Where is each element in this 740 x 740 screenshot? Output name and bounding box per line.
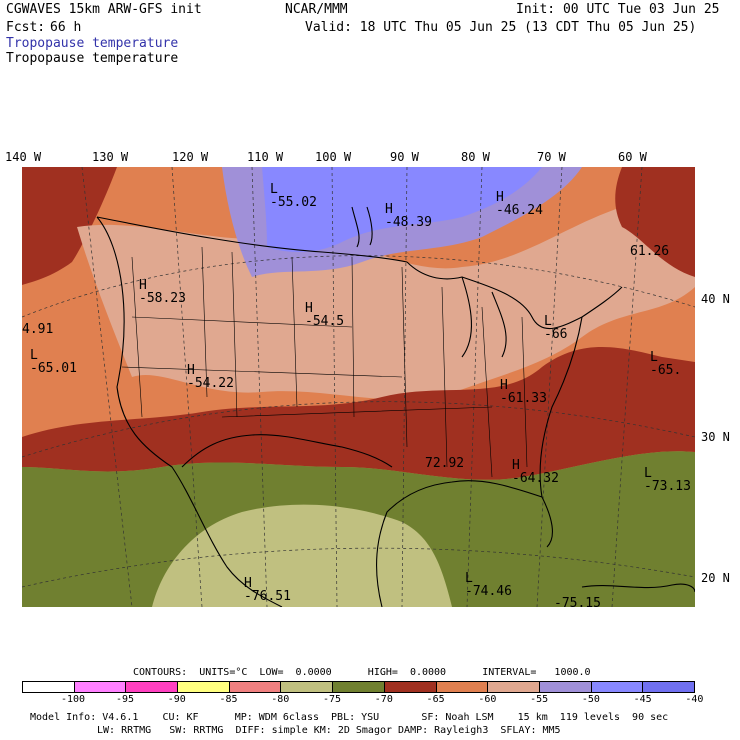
pressure-center-value: 72.92 <box>425 456 465 471</box>
legend-tick-label: -40 <box>685 694 704 705</box>
legend-tick-label: -100 <box>60 694 86 705</box>
pressure-center-label: H -46.24 <box>496 190 543 218</box>
pressure-center-label: L -73.13 <box>644 466 691 494</box>
model-info-line1: Model Info: V4.6.1 CU: KF MP: WDM 6class… <box>30 712 669 723</box>
lat-label: 40 N <box>701 292 730 306</box>
lat-label: 30 N <box>701 430 730 444</box>
pressure-center-label: L -74.46 <box>465 571 512 599</box>
color-legend <box>22 681 695 693</box>
lon-label: 140 W <box>5 150 42 164</box>
pressure-center-label: H -76.51 <box>244 576 291 604</box>
init-time: Init: 00 UTC Tue 03 Jun 25 <box>516 2 720 17</box>
legend-swatch <box>436 682 489 692</box>
legend-tick-label: -60 <box>478 694 497 705</box>
forecast-hour: 66 h <box>50 20 82 35</box>
legend-tick-label: -80 <box>271 694 290 705</box>
field-band-brick <box>22 167 117 285</box>
pressure-center-label: H -61.33 <box>500 378 547 406</box>
legend-tick-label: -55 <box>530 694 549 705</box>
legend-swatch <box>384 682 437 692</box>
lon-label: 70 W <box>537 150 566 164</box>
field-band-pink <box>77 197 695 400</box>
field-title-contour: Tropopause temperature <box>6 51 179 66</box>
lon-label: 80 W <box>461 150 490 164</box>
legend-tick-label: -85 <box>219 694 238 705</box>
pressure-center-label: H -54.5 <box>305 301 345 329</box>
pressure-center-label: H -48.39 <box>385 202 432 230</box>
legend-tick-label: -90 <box>167 694 186 705</box>
state-borders <box>121 246 528 478</box>
coastlines <box>96 206 695 607</box>
model-title: CGWAVES 15km ARW-GFS init <box>6 2 202 17</box>
lat-label: 20 N <box>701 571 730 585</box>
forecast-label: Fcst: <box>6 20 46 35</box>
pressure-center-label: L -66 <box>544 314 568 342</box>
pressure-center-label: H -58.23 <box>139 278 186 306</box>
pressure-center-value: 4.91 <box>22 322 54 337</box>
pressure-center-value: 61.26 <box>630 244 670 259</box>
field-title-shaded: Tropopause temperature <box>6 36 179 51</box>
pressure-center-label: H -64.32 <box>512 458 559 486</box>
legend-swatch <box>539 682 592 692</box>
lon-label: 130 W <box>92 150 129 164</box>
lon-label: 110 W <box>247 150 284 164</box>
field-band-brick-ne <box>615 167 695 277</box>
lon-label: 60 W <box>618 150 647 164</box>
legend-tick-label: -50 <box>581 694 600 705</box>
model-info-line2: LW: RRTMG SW: RRTMG DIFF: simple KM: 2D … <box>97 725 561 736</box>
valid-time: Valid: 18 UTC Thu 05 Jun 25 (13 CDT Thu … <box>305 20 697 35</box>
pressure-center-label: L -65.01 <box>30 348 77 376</box>
pressure-center-label: L -55.02 <box>270 182 317 210</box>
legend-swatch <box>281 682 334 692</box>
contours-info: CONTOURS: UNITS=°C LOW= 0.0000 HIGH= 0.0… <box>133 667 591 678</box>
graticule <box>22 167 695 607</box>
legend-swatch <box>591 682 644 692</box>
legend-tick-label: -65 <box>426 694 445 705</box>
legend-tick-label: -45 <box>633 694 652 705</box>
legend-swatch <box>126 682 179 692</box>
center-label: NCAR/MMM <box>285 2 348 17</box>
legend-swatch <box>643 682 694 692</box>
legend-swatch <box>229 682 282 692</box>
legend-swatch <box>23 682 75 692</box>
field-band-purple <box>262 167 542 252</box>
field-band-brick-south <box>22 347 695 480</box>
pressure-center-label: H -54.22 <box>187 363 234 391</box>
lon-label: 120 W <box>172 150 209 164</box>
legend-swatch <box>333 682 385 692</box>
tropopause-temperature-map: L -55.02 H -48.39 H -46.24 H -58.23 H -54.5 L… <box>22 167 695 607</box>
pressure-center-label: L -65. <box>650 350 682 378</box>
legend-tick-label: -75 <box>323 694 342 705</box>
legend-swatch <box>178 682 230 692</box>
legend-tick-label: -95 <box>115 694 134 705</box>
lon-label: 100 W <box>315 150 352 164</box>
legend-swatch <box>74 682 127 692</box>
legend-tick-label: -70 <box>374 694 393 705</box>
lon-label: 90 W <box>390 150 419 164</box>
legend-swatch <box>488 682 540 692</box>
pressure-center-value: -75.15 <box>554 596 601 607</box>
